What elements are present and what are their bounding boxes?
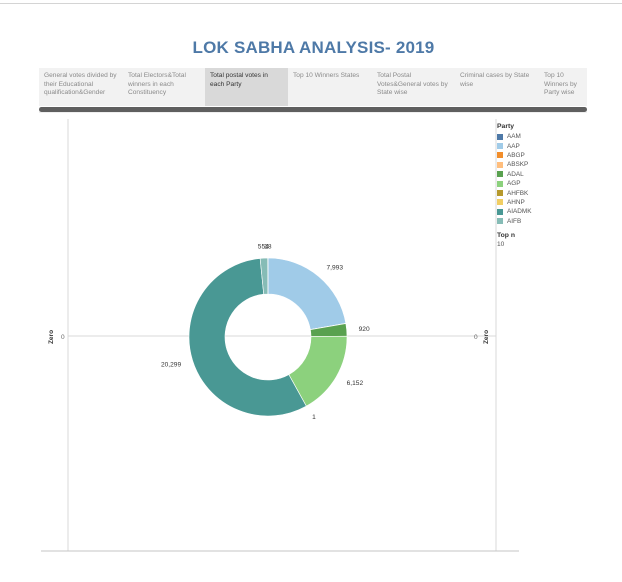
tab-postal-general-votes-state[interactable]: Total Postal Votes&General votes by Stat… [377, 72, 448, 97]
tab-criminal-cases-state[interactable]: Criminal cases by State wise [460, 72, 530, 88]
legend-items: AAM AAP ABGP ABSKP ADAL AGP AHFBK AHNP A… [497, 132, 587, 226]
legend-label: AIADMK [507, 208, 532, 216]
page-title: LOK SABHA ANALYSIS- 2019 [192, 38, 435, 57]
pie-label-agp: 6,152 [347, 380, 364, 387]
pie-label-aam: 18 [264, 243, 272, 250]
legend-title: Party [497, 123, 515, 130]
pie-slice-aiadmk[interactable] [188, 258, 307, 417]
legend-item-aam[interactable]: AAM [497, 132, 587, 141]
chart-frame [41, 119, 519, 552]
story-tab-bar: General votes divided by their Education… [39, 68, 587, 106]
top-n-filter-value[interactable]: 10 [497, 240, 505, 248]
left-axis-tick: 0 [61, 334, 65, 341]
legend-label: AAM [507, 133, 521, 141]
legend-label: AAP [507, 142, 520, 150]
legend-swatch [497, 218, 503, 225]
legend-swatch [497, 143, 503, 150]
legend-swatch [497, 190, 503, 197]
legend-swatch [497, 171, 503, 178]
legend-item-aiadmk[interactable]: AIADMK [497, 207, 587, 216]
tab-total-electors[interactable]: Total Electors&Total winners in each Con… [128, 72, 186, 97]
legend-swatch [497, 161, 503, 168]
scrollbar-thumb[interactable] [39, 107, 587, 112]
legend-label: ADAL [507, 170, 524, 178]
legend-item-aifb[interactable]: AIFB [497, 217, 587, 226]
legend-label: ABGP [507, 151, 525, 159]
pie-label-adal: 920 [359, 326, 370, 333]
legend-item-ahfbk[interactable]: AHFBK [497, 188, 587, 197]
legend-item-adal[interactable]: ADAL [497, 170, 587, 179]
legend-item-ahnp[interactable]: AHNP [497, 198, 587, 207]
top-n-filter-title: Top n [497, 231, 515, 239]
legend-label: AHFBK [507, 189, 529, 197]
tab-scrollbar[interactable] [39, 107, 587, 113]
pie-label-aap: 7,993 [327, 265, 344, 272]
legend-item-abgp[interactable]: ABGP [497, 151, 587, 160]
top-divider [0, 3, 622, 4]
legend-item-abskp[interactable]: ABSKP [497, 160, 587, 169]
party-legend: Party AAM AAP ABGP ABSKP ADAL AGP AHFBK … [497, 123, 587, 248]
tab-top-10-winners-states[interactable]: Top 10 Winners States [293, 72, 360, 79]
legend-swatch [497, 133, 503, 140]
legend-swatch [497, 152, 503, 159]
tab-educational-qualification[interactable]: General votes divided by their Education… [44, 72, 117, 97]
pie-slices [188, 257, 348, 417]
legend-label: AGP [507, 180, 521, 188]
legend-swatch [497, 208, 503, 215]
legend-swatch [497, 199, 503, 206]
legend-label: AHNP [507, 198, 525, 206]
left-axis-label: Zero [48, 330, 55, 344]
tab-top-10-winners-party[interactable]: Top 10 Winners by Party wise [544, 72, 577, 97]
tab-postal-votes-party[interactable]: Total postal votes in each Party [205, 68, 288, 106]
legend-item-aap[interactable]: AAP [497, 141, 587, 150]
legend-label: ABSKP [507, 161, 529, 169]
pie-label-ahfbk: 1 [312, 414, 316, 421]
legend-item-agp[interactable]: AGP [497, 179, 587, 188]
legend-label: AIFB [507, 217, 522, 225]
legend-swatch [497, 180, 503, 187]
right-axis-label: Zero [483, 330, 490, 344]
right-axis-tick: 0 [474, 334, 478, 341]
pie-label-aifb: 554 [258, 244, 269, 251]
pie-label-aiadmk: 20,299 [161, 362, 182, 369]
